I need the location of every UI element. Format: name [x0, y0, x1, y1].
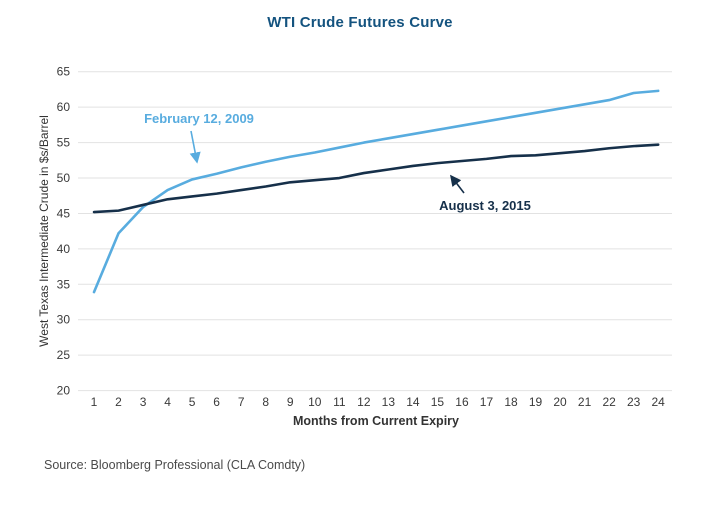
svg-text:4: 4: [164, 395, 171, 409]
svg-text:7: 7: [238, 395, 245, 409]
svg-text:19: 19: [529, 395, 543, 409]
svg-text:21: 21: [578, 395, 592, 409]
svg-text:22: 22: [602, 395, 616, 409]
svg-text:8: 8: [262, 395, 269, 409]
gridlines: [78, 71, 672, 392]
svg-text:65: 65: [57, 65, 71, 79]
svg-text:12: 12: [357, 395, 371, 409]
svg-text:10: 10: [308, 395, 322, 409]
annotation-arrow-aug-2015: [450, 174, 465, 194]
svg-text:6: 6: [213, 395, 220, 409]
svg-text:55: 55: [57, 136, 71, 150]
svg-text:15: 15: [431, 395, 445, 409]
svg-text:20: 20: [57, 384, 71, 398]
svg-text:16: 16: [455, 395, 469, 409]
svg-text:17: 17: [480, 395, 494, 409]
annotation-feb-2009: February 12, 2009: [144, 111, 254, 164]
x-axis-title: Months from Current Expiry: [293, 414, 459, 428]
svg-text:24: 24: [652, 395, 666, 409]
svg-text:11: 11: [333, 395, 346, 409]
source-citation: Source: Bloomberg Professional (CLA Comd…: [44, 458, 305, 472]
chart-title: WTI Crude Futures Curve: [267, 14, 452, 31]
svg-text:20: 20: [553, 395, 567, 409]
y-axis-tick-labels: 20 25 30 35 40 45 50 55 60 65: [57, 65, 71, 398]
svg-text:18: 18: [504, 395, 518, 409]
svg-text:14: 14: [406, 395, 420, 409]
annotation-label-aug-2015: August 3, 2015: [439, 198, 531, 213]
svg-text:2: 2: [115, 395, 122, 409]
svg-text:35: 35: [57, 277, 71, 291]
annotation-aug-2015: August 3, 2015: [439, 174, 531, 213]
x-axis-tick-labels: 1 2 3 4 5 6 7 8 9 10 11 12 13 14 15 16 17 18 19 20 21 22 23 24: [91, 395, 666, 409]
svg-text:40: 40: [57, 242, 71, 256]
svg-text:9: 9: [287, 395, 294, 409]
svg-text:1: 1: [91, 395, 98, 409]
svg-text:3: 3: [140, 395, 147, 409]
svg-text:60: 60: [57, 100, 71, 114]
annotation-label-feb-2009: February 12, 2009: [144, 111, 254, 126]
svg-text:30: 30: [57, 313, 71, 327]
series-lines: [92, 89, 660, 294]
svg-text:50: 50: [57, 171, 71, 185]
annotation-arrow-feb-2009: [189, 130, 201, 164]
svg-text:45: 45: [57, 206, 71, 220]
y-axis-title: West Texas Intermediate Crude in $s/Barr…: [37, 115, 51, 347]
svg-text:5: 5: [189, 395, 196, 409]
svg-text:25: 25: [57, 348, 71, 362]
series-line: [92, 143, 660, 214]
svg-text:13: 13: [382, 395, 396, 409]
series-line: [92, 89, 660, 294]
svg-text:23: 23: [627, 395, 641, 409]
